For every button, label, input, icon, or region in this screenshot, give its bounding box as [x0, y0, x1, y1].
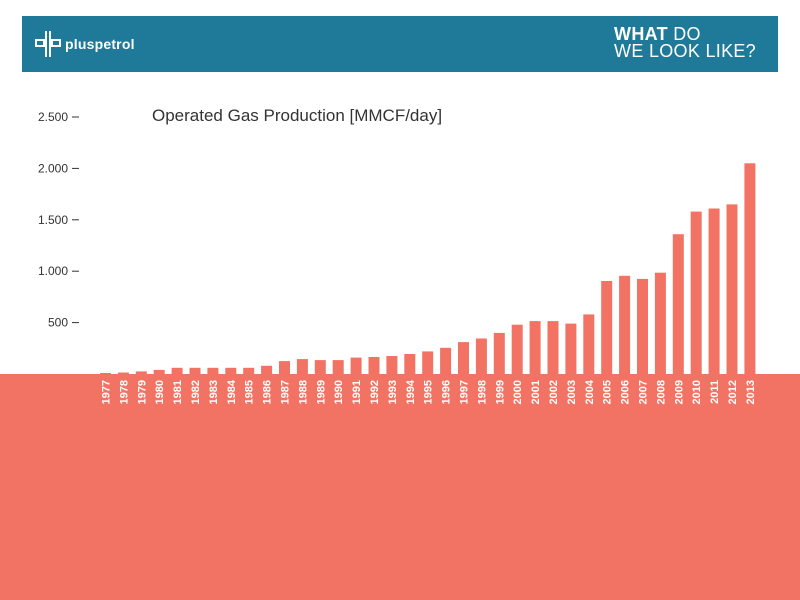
- bar-1991: [350, 357, 362, 375]
- x-tick-label-1997: 1997: [459, 380, 471, 404]
- bar-2000: [511, 324, 523, 375]
- x-tick-label-1981: 1981: [172, 380, 184, 404]
- header-tagline: WHAT DO WE LOOK LIKE?: [614, 24, 756, 61]
- y-tick-label: 1.000: [38, 264, 68, 278]
- tagline-bold-word: WHAT: [614, 24, 668, 44]
- tagline-line2: WE LOOK LIKE?: [614, 41, 756, 61]
- x-tick-label-2009: 2009: [673, 380, 685, 404]
- bar-1984: [225, 367, 237, 375]
- bar-1977: [100, 373, 111, 375]
- x-tick-label-1998: 1998: [476, 380, 488, 404]
- x-tick-label-1978: 1978: [118, 380, 130, 404]
- bar-1980: [153, 369, 165, 375]
- bar-2007: [637, 278, 648, 375]
- bar-2004: [583, 314, 595, 375]
- x-tick-label-1992: 1992: [369, 380, 381, 404]
- x-tick-label-2002: 2002: [548, 380, 560, 404]
- bar-2003: [565, 323, 577, 375]
- x-tick-label-2003: 2003: [566, 380, 578, 404]
- bar-1990: [332, 360, 344, 375]
- bar-1985: [243, 367, 255, 375]
- x-tick-label-1982: 1982: [190, 380, 202, 404]
- x-tick-label-1984: 1984: [226, 379, 238, 404]
- chart-title: Operated Gas Production [MMCF/day]: [152, 106, 443, 125]
- bar-1999: [493, 332, 505, 375]
- bar-1986: [261, 365, 273, 375]
- bar-1995: [422, 351, 434, 375]
- pluspetrol-logo-icon: [35, 31, 61, 57]
- x-tick-label-2001: 2001: [530, 380, 542, 404]
- bar-1983: [207, 367, 219, 375]
- bar-1998: [475, 338, 487, 375]
- x-tick-label-2006: 2006: [620, 380, 632, 404]
- bar-2002: [547, 321, 559, 375]
- x-tick-label-2013: 2013: [745, 380, 757, 404]
- bar-1978: [117, 372, 129, 375]
- x-tick-label-1980: 1980: [154, 380, 166, 404]
- x-tick-label-1989: 1989: [315, 380, 327, 404]
- bar-1992: [368, 357, 380, 375]
- x-tick-label-1988: 1988: [297, 380, 309, 404]
- y-tick-label: 500: [48, 316, 68, 330]
- bar-1989: [314, 360, 326, 375]
- x-tick-label-2008: 2008: [655, 380, 667, 404]
- bar-1993: [386, 356, 398, 375]
- bottom-band: [0, 374, 800, 600]
- bar-1982: [189, 367, 201, 375]
- bar-2008: [654, 272, 666, 375]
- x-tick-label-2012: 2012: [727, 380, 739, 404]
- x-tick-label-1985: 1985: [244, 380, 256, 404]
- x-tick-label-1995: 1995: [423, 380, 435, 404]
- x-tick-label-1986: 1986: [262, 380, 274, 404]
- bar-1997: [458, 342, 469, 375]
- x-tick-label-1991: 1991: [351, 380, 363, 404]
- y-tick-label: 2.500: [38, 110, 68, 124]
- tagline-rest-line1: DO: [667, 24, 701, 44]
- y-tick-label: 1.500: [38, 213, 68, 227]
- bar-2010: [690, 211, 702, 375]
- x-tick-label-2010: 2010: [691, 380, 703, 404]
- bar-1996: [440, 347, 452, 375]
- x-tick-label-2000: 2000: [512, 380, 524, 404]
- header-bar: pluspetrol WHAT DO WE LOOK LIKE?: [22, 16, 778, 72]
- bar-1979: [135, 371, 147, 375]
- x-tick-label-1990: 1990: [333, 380, 345, 404]
- x-tick-label-1999: 1999: [494, 380, 506, 404]
- x-tick-label-1983: 1983: [208, 380, 220, 404]
- bar-2011: [708, 208, 720, 375]
- x-tick-label-1996: 1996: [441, 380, 453, 404]
- company-logo: pluspetrol: [34, 31, 135, 57]
- bar-1981: [171, 367, 183, 375]
- y-tick-label: 2.000: [38, 161, 68, 175]
- bar-2009: [672, 234, 684, 375]
- bar-2012: [726, 204, 738, 375]
- x-tick-label-1979: 1979: [136, 380, 148, 404]
- x-tick-label-1993: 1993: [387, 380, 399, 404]
- x-tick-label-1987: 1987: [280, 380, 292, 404]
- bar-1994: [404, 354, 416, 375]
- bar-2005: [601, 281, 613, 375]
- x-tick-label-1977: 1977: [101, 380, 113, 404]
- x-tick-label-2011: 2011: [709, 380, 721, 404]
- x-tick-label-2007: 2007: [638, 380, 650, 404]
- bar-2001: [529, 321, 541, 375]
- bar-1988: [296, 359, 308, 375]
- bar-1987: [279, 361, 290, 375]
- x-tick-label-1994: 1994: [405, 379, 417, 404]
- bar-2013: [744, 163, 756, 375]
- x-tick-label-2005: 2005: [602, 380, 614, 404]
- logo-text: pluspetrol: [65, 36, 135, 52]
- bar-2006: [619, 275, 631, 375]
- x-tick-label-2004: 2004: [584, 379, 596, 404]
